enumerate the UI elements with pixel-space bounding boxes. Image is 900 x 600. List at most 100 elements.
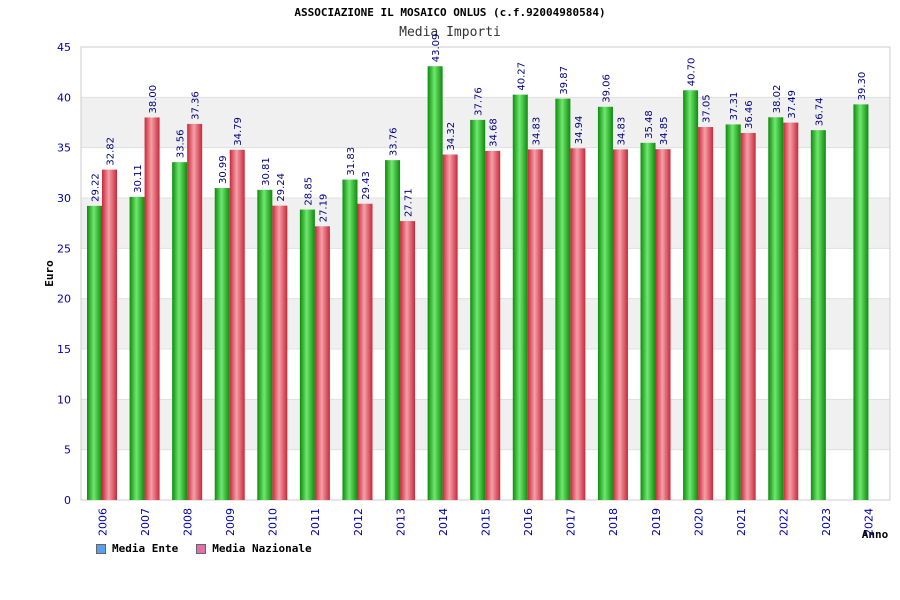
bar-nazionale-2014 [442, 154, 458, 500]
y-tick-label: 15 [57, 343, 71, 356]
x-tick-label-2008: 2008 [181, 508, 194, 536]
data-label-nazionale-2018: 34.83 [616, 117, 627, 146]
bar-nazionale-2012 [357, 203, 373, 500]
data-label-ente-2020: 40.70 [687, 58, 698, 87]
data-label-nazionale-2019: 34.85 [659, 117, 670, 146]
bar-ente-2022 [768, 117, 784, 501]
bar-nazionale-2013 [400, 221, 416, 500]
bar-ente-2021 [725, 124, 741, 501]
bar-nazionale-2008 [187, 123, 203, 500]
data-label-ente-2008: 33.56 [176, 130, 187, 159]
bar-ente-2015 [470, 119, 486, 501]
bar-ente-2009 [214, 188, 230, 500]
data-label-nazionale-2014: 34.32 [446, 122, 457, 151]
x-tick-label-2020: 2020 [692, 508, 705, 536]
bar-nazionale-2015 [485, 150, 501, 500]
data-label-ente-2021: 37.31 [729, 92, 740, 121]
data-label-ente-2017: 39.87 [559, 66, 570, 95]
bar-nazionale-2016 [527, 149, 543, 501]
bar-nazionale-2018 [612, 149, 628, 501]
y-tick-label: 0 [64, 494, 71, 507]
bar-ente-2010 [257, 189, 273, 500]
data-label-nazionale-2015: 34.68 [489, 118, 500, 147]
legend-swatch-ente [96, 543, 106, 554]
legend-label-ente: Media Ente [112, 542, 179, 555]
bar-ente-2014 [427, 66, 443, 501]
x-tick-label-2009: 2009 [224, 508, 237, 536]
data-label-ente-2006: 29.22 [91, 173, 102, 202]
legend-label-nazionale: Media Nazionale [212, 542, 312, 555]
legend-item-nazionale: Media Nazionale [196, 542, 312, 555]
chart-subtitle: Media Importi [399, 25, 501, 40]
data-label-nazionale-2016: 34.83 [531, 117, 542, 146]
x-tick-label-2007: 2007 [139, 508, 152, 536]
data-label-ente-2022: 38.02 [772, 85, 783, 114]
data-label-ente-2023: 36.74 [814, 98, 825, 127]
data-label-nazionale-2009: 34.79 [233, 117, 244, 146]
data-label-ente-2016: 40.27 [516, 62, 527, 91]
data-label-ente-2010: 30.81 [261, 157, 272, 186]
x-tick-label-2015: 2015 [480, 508, 493, 536]
data-label-ente-2009: 30.99 [218, 155, 229, 184]
legend: Media Ente Media Nazionale [96, 542, 312, 555]
x-tick-label-2010: 2010 [267, 508, 280, 536]
bar-nazionale-2019 [655, 149, 671, 500]
x-tick-label-2024: 2024 [863, 508, 876, 536]
data-label-nazionale-2006: 32.82 [106, 137, 117, 166]
bar-ente-2012 [342, 179, 358, 500]
x-axis-label: Anno [862, 528, 889, 541]
data-label-nazionale-2022: 37.49 [787, 90, 798, 119]
data-label-nazionale-2017: 34.94 [574, 116, 585, 145]
y-tick-label: 10 [57, 393, 71, 406]
chart-title: ASSOCIAZIONE IL MOSAICO ONLUS (c.f.92004… [294, 6, 606, 19]
data-label-nazionale-2021: 36.46 [744, 100, 755, 129]
x-tick-label-2014: 2014 [437, 508, 450, 536]
x-tick-label-2013: 2013 [394, 508, 407, 536]
bar-ente-2024 [853, 104, 869, 500]
data-label-ente-2007: 30.11 [133, 164, 144, 193]
data-label-ente-2019: 35.48 [644, 110, 655, 139]
bar-ente-2023 [810, 130, 826, 500]
y-tick-label: 35 [57, 142, 71, 155]
x-tick-label-2006: 2006 [96, 508, 109, 536]
bar-nazionale-2011 [314, 226, 330, 500]
y-tick-label: 25 [57, 242, 71, 255]
x-tick-label-2018: 2018 [607, 508, 620, 536]
bar-nazionale-2007 [144, 117, 160, 500]
bar-nazionale-2009 [229, 149, 245, 500]
data-label-nazionale-2011: 27.19 [318, 194, 329, 223]
bar-ente-2008 [172, 162, 188, 501]
data-label-nazionale-2010: 29.24 [276, 173, 287, 202]
bar-ente-2006 [87, 205, 102, 501]
legend-item-ente: Media Ente [96, 542, 178, 555]
x-tick-label-2011: 2011 [309, 508, 322, 536]
y-tick-label: 20 [57, 293, 71, 306]
data-label-ente-2015: 37.76 [474, 87, 485, 116]
y-tick-label: 40 [57, 91, 71, 104]
y-tick-label: 30 [57, 192, 71, 205]
x-tick-label-2021: 2021 [735, 508, 748, 536]
data-label-nazionale-2012: 29.43 [361, 171, 372, 200]
bar-nazionale-2022 [783, 122, 799, 500]
y-axis-label: Euro [43, 260, 56, 287]
bar-ente-2017 [555, 98, 571, 500]
data-label-ente-2014: 43.09 [431, 34, 442, 63]
bar-ente-2007 [129, 196, 145, 500]
y-tick-label: 45 [57, 41, 71, 54]
x-tick-label-2017: 2017 [565, 508, 578, 536]
data-label-nazionale-2020: 37.05 [702, 94, 713, 123]
data-label-ente-2011: 28.85 [303, 177, 314, 206]
bar-nazionale-2017 [570, 148, 586, 500]
bar-ente-2016 [512, 94, 528, 501]
data-label-ente-2013: 33.76 [389, 128, 400, 157]
data-label-ente-2018: 39.06 [601, 74, 612, 103]
y-tick-label: 5 [64, 444, 71, 457]
x-tick-label-2023: 2023 [820, 508, 833, 536]
bar-nazionale-2006 [102, 169, 117, 500]
bar-ente-2011 [299, 209, 315, 500]
bar-nazionale-2021 [740, 132, 756, 500]
x-tick-label-2022: 2022 [778, 508, 791, 536]
bar-ente-2020 [683, 90, 699, 500]
